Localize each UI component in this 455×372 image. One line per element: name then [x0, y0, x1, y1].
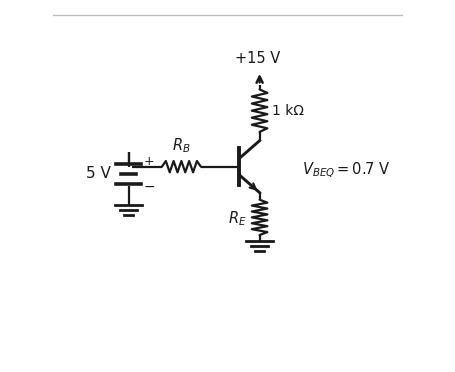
Text: $V_{BEQ} = 0.7\ \mathrm{V}$: $V_{BEQ} = 0.7\ \mathrm{V}$ [302, 161, 390, 180]
Text: $R_E$: $R_E$ [228, 210, 246, 228]
Text: 1 kΩ: 1 kΩ [272, 104, 304, 118]
Text: 5 V: 5 V [86, 166, 111, 181]
Text: +: + [143, 154, 154, 167]
Text: −: − [143, 179, 155, 193]
Text: +15 V: +15 V [235, 51, 280, 67]
Text: $R_B$: $R_B$ [172, 136, 191, 155]
